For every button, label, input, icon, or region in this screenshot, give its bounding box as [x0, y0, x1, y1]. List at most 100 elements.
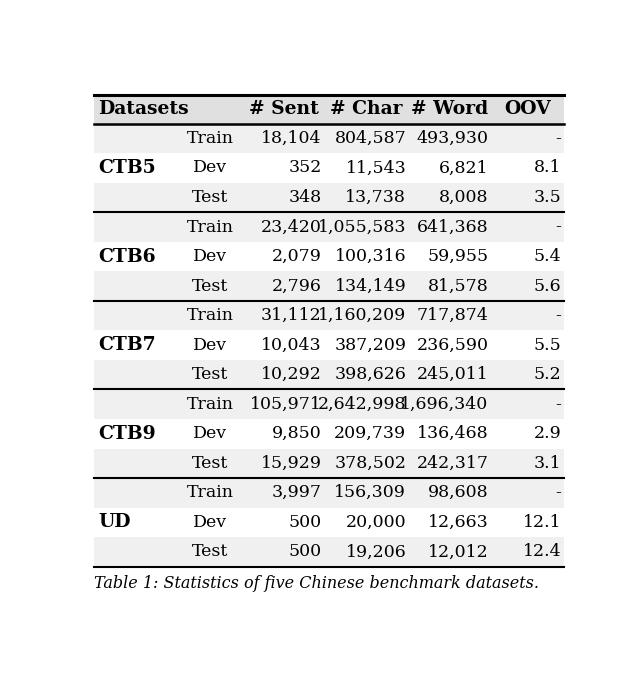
Text: Train: Train [186, 396, 234, 412]
Text: 31,112: 31,112 [261, 307, 322, 324]
Bar [94, 124, 564, 153]
Text: 18,104: 18,104 [261, 130, 322, 147]
Text: 641,368: 641,368 [417, 219, 489, 235]
Bar [94, 183, 564, 212]
Text: Test: Test [192, 278, 228, 295]
Text: # Word: # Word [411, 101, 489, 118]
Text: Train: Train [186, 484, 234, 501]
Text: 2,079: 2,079 [272, 248, 322, 265]
Text: 209,739: 209,739 [334, 425, 406, 443]
Text: Test: Test [192, 189, 228, 206]
Text: 500: 500 [289, 543, 322, 560]
Text: Dev: Dev [193, 337, 227, 354]
Bar [94, 478, 564, 508]
Text: 398,626: 398,626 [334, 366, 406, 383]
Text: 387,209: 387,209 [334, 337, 406, 354]
Bar [94, 301, 564, 330]
Bar [94, 95, 564, 124]
Text: 1,055,583: 1,055,583 [318, 219, 406, 235]
Text: 6,821: 6,821 [439, 159, 489, 176]
Text: 12.4: 12.4 [523, 543, 561, 560]
Text: 12.1: 12.1 [523, 514, 561, 531]
Bar [94, 449, 564, 478]
Text: # Char: # Char [330, 101, 403, 118]
Text: 8,008: 8,008 [439, 189, 489, 206]
Text: Table 1: Statistics of five Chinese benchmark datasets.: Table 1: Statistics of five Chinese benc… [94, 575, 538, 592]
Text: 59,955: 59,955 [427, 248, 489, 265]
Text: 15,929: 15,929 [260, 455, 322, 472]
Text: 136,468: 136,468 [417, 425, 489, 443]
Text: 2,796: 2,796 [272, 278, 322, 295]
Text: Dev: Dev [193, 159, 227, 176]
Bar [94, 508, 564, 537]
Text: CTB5: CTB5 [99, 159, 156, 177]
Text: -: - [556, 219, 561, 235]
Text: 804,587: 804,587 [334, 130, 406, 147]
Text: Train: Train [186, 219, 234, 235]
Text: 348: 348 [289, 189, 322, 206]
Text: 81,578: 81,578 [428, 278, 489, 295]
Text: -: - [556, 396, 561, 412]
Text: 23,420: 23,420 [261, 219, 322, 235]
Text: 5.4: 5.4 [534, 248, 561, 265]
Bar [94, 153, 564, 183]
Text: 11,543: 11,543 [346, 159, 406, 176]
Text: # Sent: # Sent [249, 101, 319, 118]
Bar [94, 419, 564, 449]
Bar [94, 360, 564, 389]
Text: 100,316: 100,316 [335, 248, 406, 265]
Text: 493,930: 493,930 [416, 130, 489, 147]
Text: CTB7: CTB7 [99, 336, 156, 354]
Text: 2,642,998: 2,642,998 [318, 396, 406, 412]
Text: Dev: Dev [193, 425, 227, 443]
Text: 1,160,209: 1,160,209 [318, 307, 406, 324]
Text: -: - [556, 484, 561, 501]
Text: 500: 500 [289, 514, 322, 531]
Text: 5.2: 5.2 [533, 366, 561, 383]
Bar [94, 389, 564, 419]
Text: 3,997: 3,997 [272, 484, 322, 501]
Text: -: - [556, 130, 561, 147]
Bar [94, 537, 564, 566]
Text: UD: UD [99, 513, 131, 531]
Text: 134,149: 134,149 [334, 278, 406, 295]
Text: 20,000: 20,000 [346, 514, 406, 531]
Text: 10,043: 10,043 [261, 337, 322, 354]
Text: 352: 352 [288, 159, 322, 176]
Text: 717,874: 717,874 [416, 307, 489, 324]
Text: 2.9: 2.9 [533, 425, 561, 443]
Text: Dev: Dev [193, 248, 227, 265]
Text: 9,850: 9,850 [272, 425, 322, 443]
Bar [94, 330, 564, 360]
Text: 98,608: 98,608 [428, 484, 489, 501]
Text: 5.6: 5.6 [534, 278, 561, 295]
Text: 1,696,340: 1,696,340 [400, 396, 489, 412]
Text: CTB9: CTB9 [99, 425, 156, 443]
Text: Datasets: Datasets [99, 101, 189, 118]
Text: 3.5: 3.5 [533, 189, 561, 206]
Text: 12,663: 12,663 [428, 514, 489, 531]
Text: Dev: Dev [193, 514, 227, 531]
Text: 5.5: 5.5 [533, 337, 561, 354]
Text: Test: Test [192, 366, 228, 383]
Bar [94, 272, 564, 301]
Text: Train: Train [186, 130, 234, 147]
Text: 13,738: 13,738 [346, 189, 406, 206]
Text: 378,502: 378,502 [334, 455, 406, 472]
Bar [94, 242, 564, 272]
Text: 242,317: 242,317 [416, 455, 489, 472]
Bar [94, 212, 564, 242]
Text: 10,292: 10,292 [261, 366, 322, 383]
Text: Test: Test [192, 543, 228, 560]
Text: Test: Test [192, 455, 228, 472]
Text: Train: Train [186, 307, 234, 324]
Text: 8.1: 8.1 [534, 159, 561, 176]
Text: 245,011: 245,011 [417, 366, 489, 383]
Text: -: - [556, 307, 561, 324]
Text: CTB6: CTB6 [99, 248, 156, 265]
Text: 19,206: 19,206 [346, 543, 406, 560]
Text: 12,012: 12,012 [428, 543, 489, 560]
Text: 105,971: 105,971 [250, 396, 322, 412]
Text: 156,309: 156,309 [334, 484, 406, 501]
Text: 3.1: 3.1 [534, 455, 561, 472]
